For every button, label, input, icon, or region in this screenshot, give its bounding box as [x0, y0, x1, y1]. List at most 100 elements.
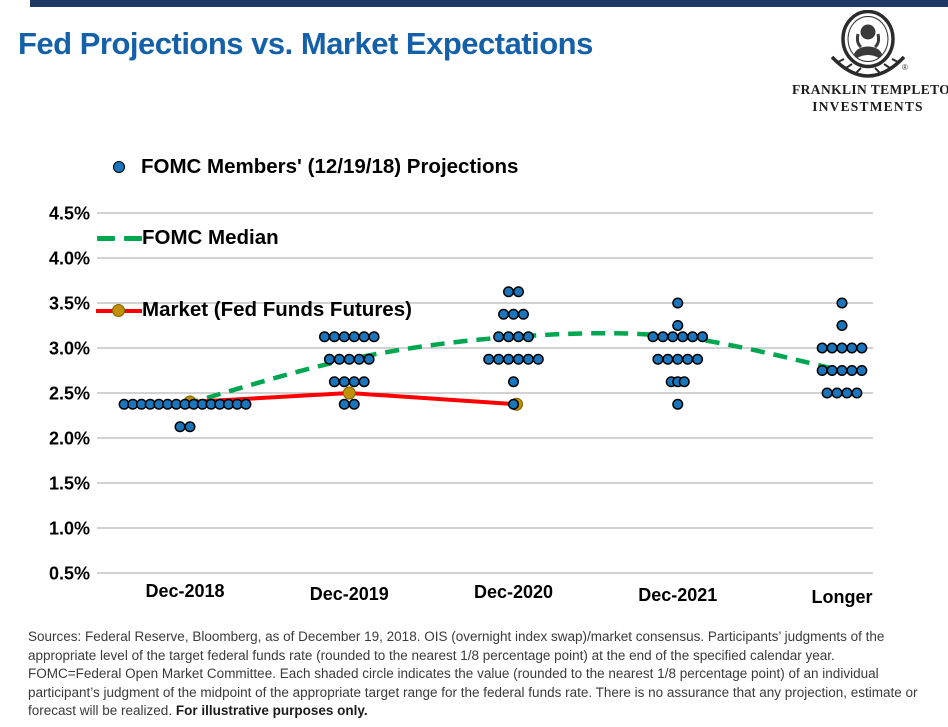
footnote-bold-disclaimer: For illustrative purposes only.: [175, 703, 368, 719]
fomc-dot: [678, 376, 690, 388]
fomc-dot: [493, 331, 505, 343]
fomc-dot: [652, 353, 664, 365]
footnote-line: appropriate level of the target federal …: [28, 647, 835, 663]
y-tick-label: 0.5%: [49, 564, 90, 584]
y-tick-label: 3.0%: [49, 339, 90, 359]
ben-franklin-emblem-icon: ®: [830, 10, 908, 78]
fomc-dot: [328, 331, 340, 343]
fomc-dot: [328, 376, 340, 388]
fomc-dot: [851, 387, 863, 399]
fomc-dot: [338, 398, 350, 410]
fomc-dot: [512, 353, 525, 365]
fomc-dot: [672, 297, 684, 309]
fomc-dot: [836, 364, 848, 377]
fomc-dot: [348, 331, 360, 343]
fomc-median-line: [184, 330, 843, 407]
legend-item-fomc-median: FOMC Median: [142, 226, 279, 249]
fomc-dot: [836, 297, 848, 309]
fomc-dot: [358, 376, 370, 388]
footnote-line-start: forecast will be realized.: [28, 703, 176, 719]
fomc-dot: [503, 286, 515, 298]
x-tick-label: Dec-2020: [474, 582, 553, 602]
fomc-dot: [846, 342, 858, 354]
fomc-dot: [333, 353, 345, 365]
fomc-dot: [507, 376, 520, 388]
logo-text-line2: INVESTMENTS: [812, 99, 924, 114]
fomc-dot: [826, 364, 838, 377]
fomc-dot: [696, 331, 709, 343]
fomc-dot: [816, 342, 828, 354]
legend-blue-dot-icon: [113, 161, 125, 173]
fomc-dot: [353, 353, 365, 365]
fomc-dot: [507, 308, 520, 320]
fomc-dot: [507, 398, 520, 410]
footnote-line: FOMC=Federal Open Market Committee. Each…: [28, 666, 879, 682]
fomc-dot: [841, 387, 853, 399]
fomc-dot: [682, 353, 694, 365]
fomc-dot: [662, 353, 674, 365]
logo-text-line1: FRANKLIN TEMPLETON: [792, 82, 948, 97]
fomc-dot: [348, 398, 360, 410]
registered-mark: ®: [902, 63, 908, 72]
fomc-dot: [338, 376, 350, 388]
x-tick-label: Dec-2018: [145, 581, 224, 601]
legend-green-dash-icon: [124, 236, 142, 241]
footnote-line: forecast will be realized. For illustrat…: [28, 702, 934, 721]
fomc-dot: [532, 353, 544, 365]
fomc-dot: [846, 364, 858, 377]
fomc-dot: [174, 421, 186, 433]
fomc-dot: [667, 331, 679, 343]
legend-green-dash-icon: [97, 236, 115, 241]
footnote-line: Sources: Federal Reserve, Bloomberg, as …: [28, 629, 885, 644]
fomc-dot: [348, 376, 360, 388]
fomc-dot: [512, 286, 525, 298]
page-title: Fed Projections vs. Market Expectations: [18, 26, 593, 61]
fomc-dot: [522, 331, 534, 343]
fomc-dot: [493, 353, 505, 365]
x-tick-label: Dec-2021: [638, 585, 717, 605]
fomc-dot: [821, 387, 833, 399]
fomc-dot: [522, 353, 534, 365]
fomc-dot: [836, 342, 848, 354]
fomc-dot: [831, 387, 843, 399]
fomc-dot: [338, 331, 350, 343]
fomc-dot: [672, 398, 684, 410]
fomc-dot: [323, 353, 336, 365]
fomc-dot: [677, 331, 689, 343]
fomc-dot: [363, 353, 375, 365]
source-footnote: Sources: Federal Reserve, Bloomberg, as …: [28, 628, 934, 721]
x-tick-label: Longer: [812, 587, 873, 607]
fomc-dot: [692, 353, 704, 365]
y-tick-label: 2.0%: [49, 429, 90, 449]
x-tick-label: Dec-2019: [310, 584, 389, 604]
fomc-dot: [184, 421, 196, 433]
y-tick-label: 1.5%: [49, 474, 90, 494]
fomc-dot: [657, 331, 669, 343]
fomc-dot: [672, 353, 684, 365]
y-tick-label: 1.0%: [49, 519, 90, 539]
y-tick-label: 2.5%: [49, 384, 90, 404]
fomc-dot: [483, 353, 495, 365]
fomc-dot: [368, 331, 380, 343]
fomc-dot: [498, 308, 510, 320]
legend-item-fomc-projections: FOMC Members' (12/19/18) Projections: [141, 155, 519, 178]
fomc-dot: [503, 331, 515, 343]
franklin-templeton-logo: ® FRANKLIN TEMPLETON INVESTMENTS: [792, 10, 948, 115]
market-marker: [342, 386, 356, 400]
fomc-dot: [647, 331, 659, 343]
fomc-dot: [503, 353, 515, 365]
fomc-dot: [687, 331, 699, 343]
footnote-line: participant’s judgment of the midpoint o…: [28, 684, 918, 700]
fomc-dot: [318, 331, 331, 343]
fomc-dot: [856, 342, 868, 354]
fomc-dot: [512, 331, 525, 343]
y-tick-label: 4.0%: [49, 249, 90, 269]
fomc-dot: [856, 364, 868, 377]
fomc-dot: [343, 353, 355, 365]
fomc-dot: [240, 398, 252, 410]
fomc-dot: [672, 319, 684, 332]
y-tick-label: 4.5%: [49, 204, 90, 224]
y-tick-label: 3.5%: [49, 294, 90, 314]
